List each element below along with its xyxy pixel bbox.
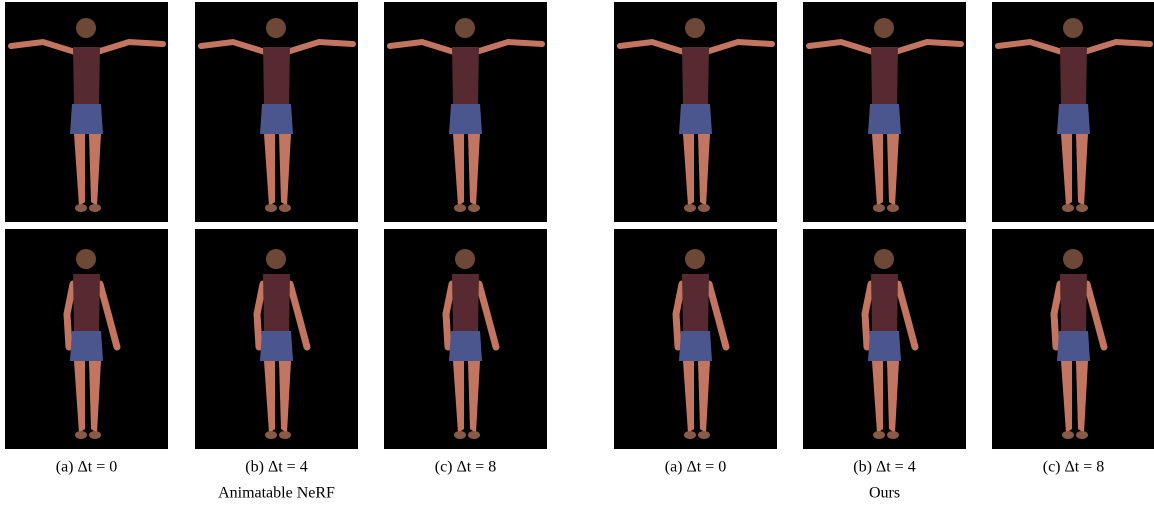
head	[76, 18, 96, 38]
subfigure-caption: (c) Δt = 8	[1043, 459, 1105, 476]
torso	[452, 47, 479, 104]
head	[685, 18, 705, 38]
foot	[684, 431, 696, 439]
foot	[468, 431, 480, 439]
foot	[684, 204, 696, 212]
foot	[1062, 204, 1074, 212]
image-panel	[195, 2, 358, 222]
image-panel	[992, 229, 1154, 449]
head	[685, 249, 705, 269]
group-label: Animatable NeRF	[218, 485, 335, 502]
image-panel	[803, 2, 966, 222]
image-panel	[614, 229, 777, 449]
torso	[871, 274, 898, 331]
foot	[1076, 431, 1088, 439]
foot	[265, 431, 277, 439]
torso	[682, 47, 709, 104]
shorts	[679, 331, 712, 361]
subfigure-caption: (b) Δt = 4	[853, 459, 915, 476]
subfigure-caption: (a) Δt = 0	[56, 459, 118, 476]
shorts	[868, 104, 901, 134]
shorts	[70, 104, 103, 134]
foot	[1076, 204, 1088, 212]
shorts	[1057, 331, 1090, 361]
foot	[873, 204, 885, 212]
foot	[75, 204, 87, 212]
head	[874, 249, 894, 269]
torso	[73, 274, 100, 331]
shorts	[449, 104, 482, 134]
torso	[1060, 47, 1087, 104]
head	[266, 249, 286, 269]
foot	[454, 431, 466, 439]
torso	[871, 47, 898, 104]
foot	[887, 204, 899, 212]
shorts	[449, 331, 482, 361]
foot	[89, 204, 101, 212]
image-panel	[5, 2, 168, 222]
subfigure-caption: (b) Δt = 4	[245, 459, 307, 476]
subfigure-caption: (c) Δt = 8	[435, 459, 497, 476]
group-label: Ours	[869, 485, 900, 502]
foot	[279, 204, 291, 212]
torso	[682, 274, 709, 331]
foot	[698, 431, 710, 439]
subfigure-caption: (a) Δt = 0	[665, 459, 727, 476]
shorts	[70, 331, 103, 361]
shorts	[260, 104, 293, 134]
head	[1063, 249, 1083, 269]
foot	[1062, 431, 1074, 439]
image-panel	[5, 229, 168, 449]
head	[455, 249, 475, 269]
shorts	[868, 331, 901, 361]
head	[455, 18, 475, 38]
head	[874, 18, 894, 38]
foot	[454, 204, 466, 212]
image-panel	[384, 229, 547, 449]
image-panel	[992, 2, 1154, 222]
shorts	[1057, 104, 1090, 134]
page: (a) Δt = 0 (b) Δt = 4 (c) Δt = 8 Animatable…	[0, 0, 1154, 508]
foot	[468, 204, 480, 212]
torso	[263, 274, 290, 331]
shorts	[679, 104, 712, 134]
foot	[265, 204, 277, 212]
head	[266, 18, 286, 38]
head	[76, 249, 96, 269]
image-panel	[195, 229, 358, 449]
torso	[73, 47, 100, 104]
image-panel	[384, 2, 547, 222]
torso	[263, 47, 290, 104]
foot	[873, 431, 885, 439]
head	[1063, 18, 1083, 38]
foot	[89, 431, 101, 439]
foot	[75, 431, 87, 439]
image-panel	[614, 2, 777, 222]
torso	[1060, 274, 1087, 331]
foot	[887, 431, 899, 439]
torso	[452, 274, 479, 331]
image-panel	[803, 229, 966, 449]
figure: (a) Δt = 0 (b) Δt = 4 (c) Δt = 8 Animatable…	[0, 0, 1154, 508]
foot	[698, 204, 710, 212]
foot	[279, 431, 291, 439]
shorts	[260, 331, 293, 361]
